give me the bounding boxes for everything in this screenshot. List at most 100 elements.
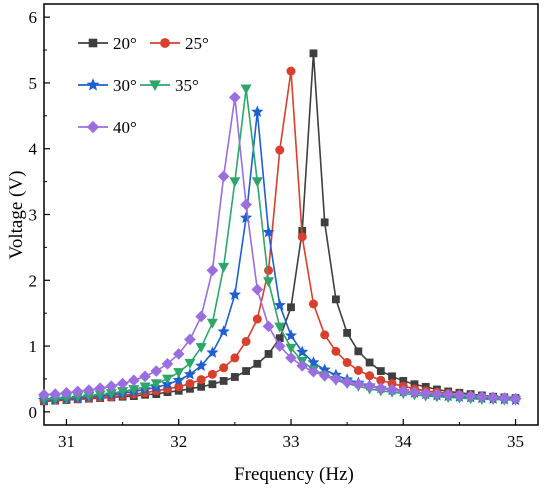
data-point-40-deg <box>476 390 488 403</box>
data-point-30-deg <box>172 373 185 386</box>
data-point-20-deg <box>253 359 262 368</box>
data-point-30-deg <box>195 359 208 371</box>
data-point-20-deg <box>309 49 318 58</box>
y-tick-label: 6 <box>29 8 38 27</box>
data-point-20-deg <box>354 347 363 356</box>
data-point-40-deg <box>217 170 230 183</box>
data-point-40-deg <box>285 352 297 364</box>
data-point-40-deg <box>251 283 264 296</box>
data-point-40-deg <box>431 388 443 400</box>
y-tick-label: 4 <box>29 140 38 159</box>
data-point-25-deg <box>207 369 217 379</box>
data-point-40-deg <box>363 380 376 393</box>
data-point-30-deg <box>206 346 219 358</box>
data-point-35-deg <box>229 177 241 188</box>
data-point-40-deg <box>94 382 106 394</box>
data-point-40-deg <box>184 333 196 346</box>
data-point-40-deg <box>487 391 499 404</box>
y-tick-label: 2 <box>29 271 38 290</box>
legend-marker <box>86 78 100 91</box>
data-point-40-deg <box>442 388 455 401</box>
data-point-40-deg <box>161 357 174 370</box>
data-point-40-deg <box>150 365 163 377</box>
data-point-40-deg <box>464 390 477 402</box>
data-point-40-deg <box>127 374 140 387</box>
data-point-20-deg <box>287 303 295 312</box>
y-tick-label: 3 <box>29 206 38 225</box>
data-point-40-deg <box>341 376 353 389</box>
data-point-35-deg <box>150 379 162 390</box>
y-axis-label: Voltage (V) <box>6 171 27 260</box>
data-point-40-deg <box>307 365 320 378</box>
data-point-20-deg <box>365 358 374 367</box>
y-tick-label: 0 <box>29 403 38 422</box>
y-tick-label: 1 <box>29 337 38 356</box>
data-point-40-deg <box>419 387 432 400</box>
data-point-25-deg <box>308 299 318 309</box>
legend-label: 35° <box>175 76 199 95</box>
data-point-40-deg <box>509 392 522 405</box>
data-point-35-deg <box>161 374 174 385</box>
data-point-40-deg <box>498 392 511 404</box>
data-point-40-deg <box>296 359 309 372</box>
data-point-35-deg <box>173 368 185 378</box>
data-point-20-deg <box>320 218 329 227</box>
data-point-30-deg <box>273 298 286 311</box>
x-tick-label: 31 <box>58 432 75 451</box>
data-point-25-deg <box>331 346 341 356</box>
data-point-40-deg <box>172 348 185 360</box>
x-axis-label: Frequency (Hz) <box>234 464 354 485</box>
series-40-deg <box>38 91 522 405</box>
data-point-20-deg <box>343 329 352 337</box>
x-tick-label: 34 <box>395 432 413 451</box>
data-point-20-deg <box>332 295 340 304</box>
legend: 20° 25° 30° 35° 40° <box>78 34 209 137</box>
data-point-25-deg <box>365 371 375 381</box>
data-point-20-deg <box>388 372 396 381</box>
data-point-25-deg <box>286 66 296 76</box>
data-point-35-deg <box>206 318 218 329</box>
data-point-25-deg <box>241 336 251 346</box>
data-point-25-deg <box>196 375 206 385</box>
data-point-30-deg <box>217 325 230 337</box>
legend-label: 40° <box>113 118 137 137</box>
x-tick-label: 33 <box>283 432 300 451</box>
data-point-25-deg <box>219 363 229 373</box>
data-point-25-deg <box>320 330 330 340</box>
data-point-40-deg <box>273 340 286 352</box>
legend-marker <box>88 38 98 48</box>
data-point-25-deg <box>230 353 240 363</box>
legend-item-35-deg: 35° <box>140 76 199 95</box>
data-point-40-deg <box>139 370 151 383</box>
legend-label: 20° <box>113 34 137 53</box>
data-point-40-deg <box>38 388 50 401</box>
legend-marker <box>160 38 170 48</box>
data-point-20-deg <box>242 367 250 375</box>
data-point-35-deg <box>218 262 230 273</box>
legend-label: 30° <box>113 76 137 95</box>
legend-label: 25° <box>185 34 209 53</box>
data-point-40-deg <box>83 384 95 396</box>
data-point-25-deg <box>264 265 274 275</box>
data-point-30-deg <box>251 105 264 118</box>
data-point-40-deg <box>206 264 219 277</box>
data-point-40-deg <box>49 388 62 400</box>
legend-item-20-deg: 20° <box>78 34 137 53</box>
data-point-40-deg <box>195 310 208 323</box>
legend-item-40-deg: 40° <box>78 118 137 137</box>
data-point-40-deg <box>71 385 84 398</box>
data-point-40-deg <box>374 382 387 394</box>
data-point-20-deg <box>376 367 385 375</box>
data-point-20-deg <box>230 373 239 381</box>
data-point-40-deg <box>386 383 398 396</box>
data-point-20-deg <box>208 380 217 389</box>
data-point-40-deg <box>352 378 365 391</box>
data-point-20-deg <box>264 350 273 358</box>
y-tick-label: 5 <box>29 74 38 93</box>
legend-marker <box>86 120 100 134</box>
data-point-35-deg <box>274 322 286 333</box>
legend-marker <box>149 80 161 92</box>
data-point-35-deg <box>195 343 207 353</box>
data-point-40-deg <box>60 386 73 399</box>
